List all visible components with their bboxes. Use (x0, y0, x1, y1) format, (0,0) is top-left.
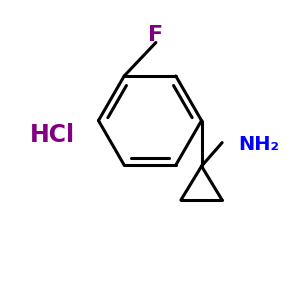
Text: NH₂: NH₂ (238, 135, 279, 154)
Text: HCl: HCl (30, 123, 75, 147)
Text: F: F (148, 25, 164, 45)
